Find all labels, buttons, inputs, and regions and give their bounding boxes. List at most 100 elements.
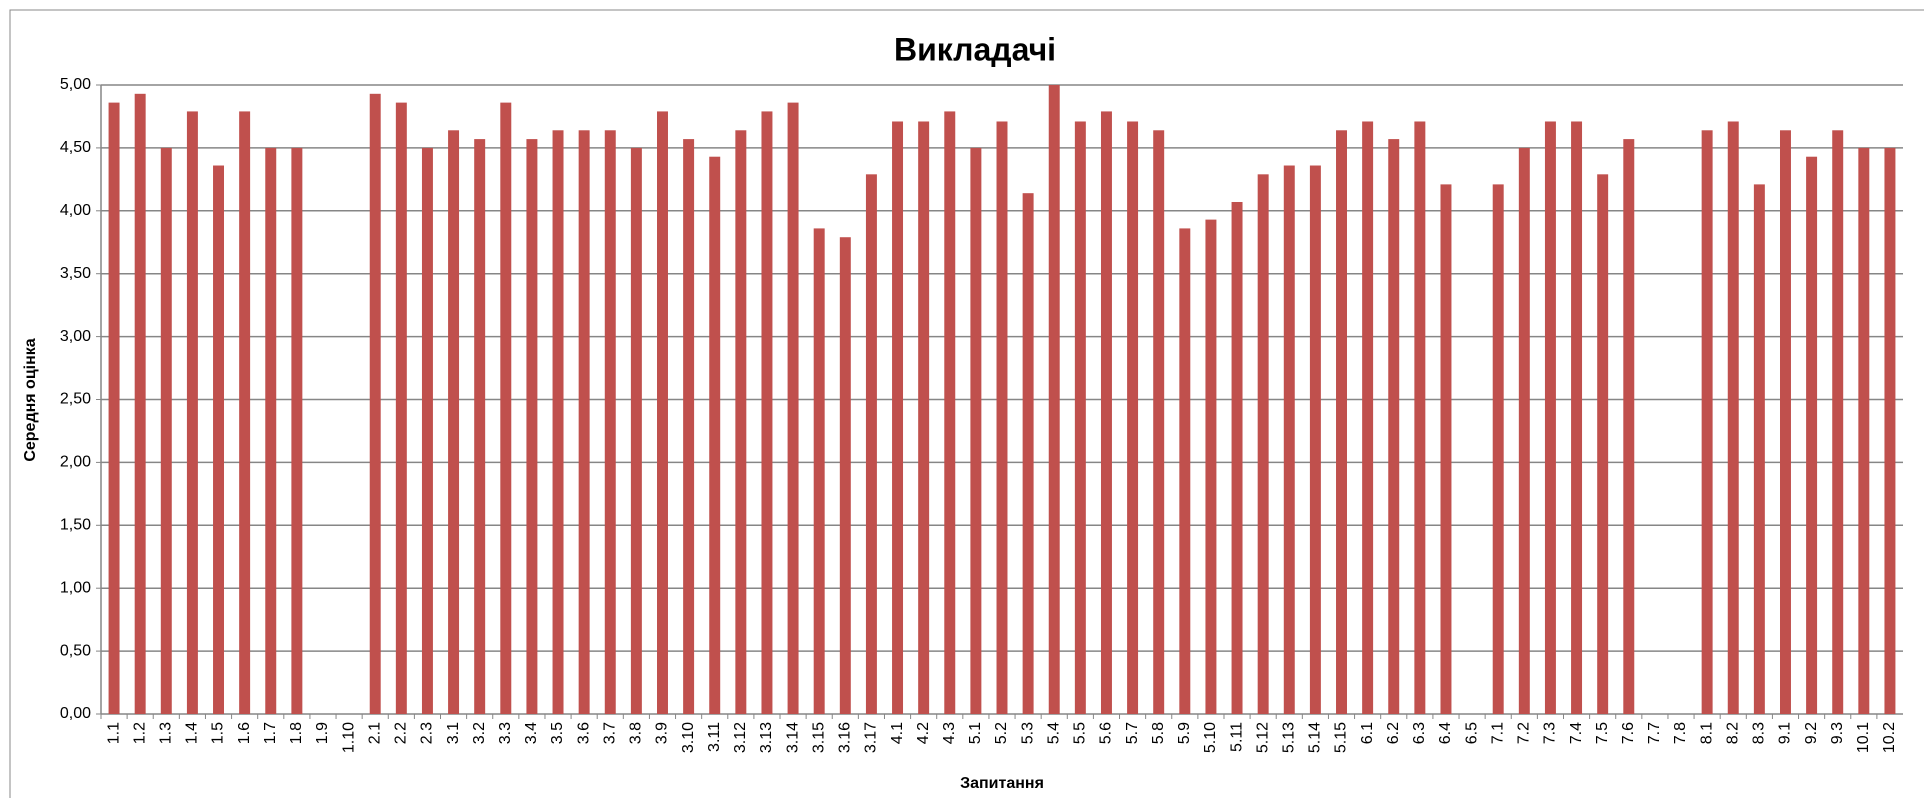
bar <box>918 121 930 715</box>
bar <box>1100 111 1112 715</box>
x-tick-label: 6.5 <box>1463 722 1480 744</box>
x-tick-label: 3.1 <box>445 722 462 744</box>
bar <box>1832 130 1844 715</box>
bar <box>657 111 668 715</box>
bar <box>1257 174 1269 714</box>
x-tick-label: 3.14 <box>784 722 801 753</box>
x-tick-label: 5.14 <box>1307 722 1324 753</box>
x-tick-label: 5.15 <box>1333 722 1350 753</box>
x-tick-label: 3.17 <box>863 722 880 753</box>
bar <box>1440 184 1452 714</box>
x-tick-label: 3.10 <box>680 722 697 753</box>
bar <box>839 237 851 714</box>
bar <box>578 130 590 715</box>
x-tick-label: 8.2 <box>1724 722 1741 744</box>
bar <box>500 102 512 714</box>
x-tick-label: 2.2 <box>393 722 410 744</box>
bar <box>552 130 564 715</box>
x-tick-label: 3.2 <box>471 722 488 744</box>
x-tick-label: 5.10 <box>1202 722 1219 753</box>
bar <box>1779 130 1791 715</box>
bar <box>265 147 277 714</box>
x-tick-label: 4.2 <box>915 722 932 744</box>
x-tick-label: 10.1 <box>1855 722 1872 753</box>
x-tick-label: 1.7 <box>262 722 279 744</box>
bar <box>1858 147 1870 714</box>
bar <box>630 147 642 714</box>
x-tick-label: 7.3 <box>1542 722 1559 744</box>
y-tick-label: 2,00 <box>60 454 91 471</box>
x-tick-label: 7.7 <box>1646 722 1663 744</box>
x-tick-label: 3.3 <box>497 722 514 744</box>
y-tick-label: 1,00 <box>60 579 91 596</box>
bar <box>865 174 877 714</box>
y-tick-label: 2,50 <box>60 391 91 408</box>
x-tick-label: 8.1 <box>1698 722 1715 744</box>
bar <box>1205 219 1217 714</box>
bar <box>944 111 956 715</box>
bar <box>108 102 120 714</box>
x-tick-label: 2.3 <box>419 722 436 744</box>
bar <box>1153 130 1165 715</box>
x-tick-label: 6.4 <box>1437 722 1454 744</box>
x-tick-label: 9.2 <box>1803 722 1820 744</box>
x-tick-label: 7.2 <box>1516 722 1533 744</box>
x-tick-label: 5.4 <box>1045 722 1062 744</box>
bar <box>134 93 146 714</box>
x-tick-label: 3.13 <box>758 722 775 753</box>
x-tick-label: 7.6 <box>1620 722 1637 744</box>
bar <box>1179 228 1191 715</box>
bar <box>1127 121 1139 715</box>
bar <box>1701 130 1713 715</box>
x-tick-label: 3.11 <box>706 722 723 752</box>
bar <box>1623 139 1635 714</box>
bar <box>186 111 198 715</box>
x-tick-label: 5.1 <box>967 722 984 744</box>
x-tick-label: 1.1 <box>105 722 122 744</box>
x-tick-label: 3.8 <box>628 722 645 744</box>
bar <box>1074 121 1086 715</box>
x-tick-label: 9.1 <box>1777 722 1794 744</box>
y-tick-label: 0,00 <box>60 705 91 722</box>
bar <box>1597 174 1609 714</box>
bar <box>1806 156 1818 714</box>
x-tick-label: 3.12 <box>732 722 749 753</box>
bar <box>1336 130 1347 715</box>
bar <box>996 121 1008 715</box>
x-tick-label: 4.3 <box>941 722 958 744</box>
x-tick-label: 2.1 <box>366 722 383 744</box>
bar <box>1414 121 1426 715</box>
bar <box>239 111 251 715</box>
x-tick-label: 3.16 <box>837 722 854 753</box>
bar <box>970 147 982 714</box>
x-tick-label: 3.6 <box>575 722 592 744</box>
x-tick-label: 6.1 <box>1359 722 1376 744</box>
y-tick-label: 3,00 <box>60 328 91 345</box>
bar <box>1309 165 1321 715</box>
y-tick-label: 4,00 <box>60 202 91 219</box>
x-tick-label: 1.6 <box>236 722 253 744</box>
bar <box>421 147 433 714</box>
x-tick-label: 1.10 <box>340 722 357 753</box>
bar <box>1048 85 1060 714</box>
y-tick-label: 1,50 <box>60 517 91 534</box>
x-tick-label: 1.8 <box>288 722 305 744</box>
bar <box>291 147 303 714</box>
x-tick-label: 7.5 <box>1594 722 1611 744</box>
bar <box>787 102 799 714</box>
bar <box>1518 147 1530 714</box>
bar <box>395 102 407 714</box>
bar <box>369 93 381 714</box>
x-tick-label: 7.4 <box>1568 722 1585 744</box>
x-tick-label: 3.15 <box>810 722 827 753</box>
x-tick-label: 3.5 <box>549 722 566 744</box>
x-tick-label: 1.4 <box>184 722 201 744</box>
x-tick-label: 3.4 <box>523 722 540 744</box>
bar <box>1884 147 1896 714</box>
x-tick-label: 7.1 <box>1489 722 1506 744</box>
bar <box>1362 121 1374 715</box>
bar <box>683 139 695 714</box>
y-tick-label: 4,50 <box>60 139 91 156</box>
x-tick-label: 6.3 <box>1411 722 1428 744</box>
